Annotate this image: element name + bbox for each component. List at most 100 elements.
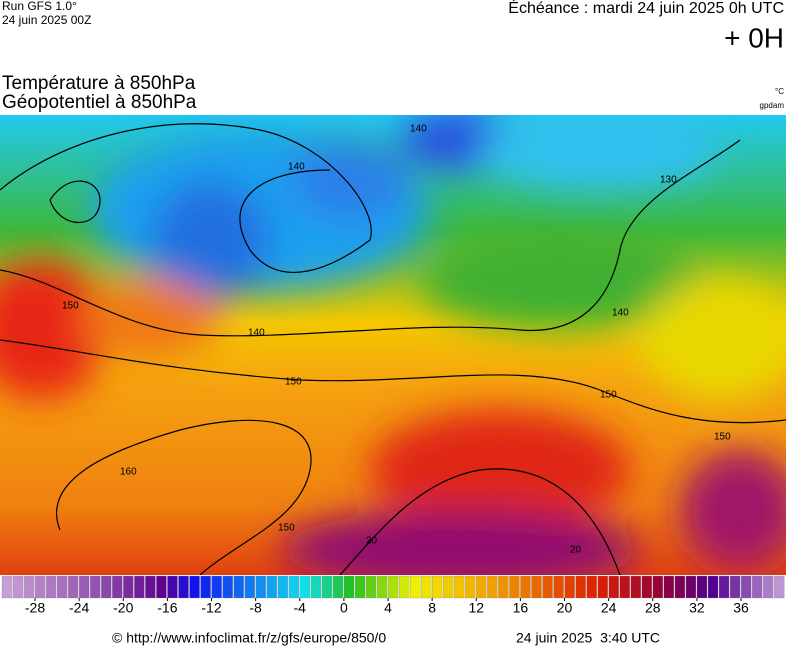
scale-tick-label: 12 [468, 600, 484, 616]
scale-swatch [763, 575, 774, 599]
lead-time: + 0H [724, 22, 784, 53]
scale-swatch [23, 575, 35, 599]
scale-swatch [57, 575, 68, 599]
scale-swatch [476, 575, 487, 599]
scale-tick-label: -24 [69, 600, 89, 616]
temperature-unit: °C [775, 87, 784, 96]
scale-swatch [398, 575, 410, 599]
scale-tick-label: -4 [294, 600, 307, 616]
scale-swatch [321, 575, 333, 599]
scale-swatch [531, 575, 542, 599]
scale-swatch [288, 575, 299, 599]
scale-swatch [343, 575, 355, 599]
scale-swatch [123, 575, 134, 599]
contour-label: 160 [120, 467, 137, 478]
contour-label: 140 [248, 328, 265, 339]
scale-tick-label: 36 [733, 600, 749, 616]
scale-swatch [112, 575, 123, 599]
scale-swatch [156, 575, 167, 599]
contour-label: 150 [62, 301, 79, 312]
scale-swatch [454, 575, 465, 599]
scale-swatch [509, 575, 520, 599]
scale-swatch [718, 575, 730, 599]
scale-tick-label: 20 [557, 600, 573, 616]
contour-label: 150 [285, 377, 302, 388]
contour-label: 130 [660, 175, 677, 186]
scale-swatch [674, 575, 686, 599]
scale-tick-label: 28 [645, 600, 661, 616]
scale-swatch [233, 575, 244, 599]
scale-swatch [685, 575, 697, 599]
scale-swatch [365, 575, 377, 599]
scale-swatch [34, 575, 46, 599]
scale-swatch [564, 575, 575, 599]
contour-label: 150 [278, 523, 295, 534]
forecast-time: Échéance : mardi 24 juin 2025 0h UTC [508, 0, 784, 17]
scale-swatch [663, 575, 675, 599]
scale-swatch [729, 575, 741, 599]
scale-swatch [134, 575, 145, 599]
scale-swatch [332, 575, 344, 599]
scale-swatch [597, 575, 608, 599]
scale-swatch [211, 575, 222, 599]
scale-swatch [432, 575, 443, 599]
temperature-field [0, 115, 786, 575]
scale-swatch [255, 575, 266, 599]
run-label: Run GFS 1.0° [2, 0, 77, 13]
scale-swatch [387, 575, 399, 599]
scale-swatch [707, 575, 719, 599]
scale-swatch [145, 575, 156, 599]
scale-swatch [487, 575, 498, 599]
color-scale: -28 -24 -20 -16 -12 -8 -4 0 4 8 12 16 20 24 28 32 36 [1, 575, 785, 616]
scale-tick-label: 8 [428, 600, 436, 616]
scale-swatch [652, 575, 664, 599]
source-url: © http://www.infoclimat.fr/z/gfs/europe/… [112, 630, 386, 646]
scale-swatch [68, 575, 79, 599]
contour-label: 140 [612, 308, 629, 319]
scale-tick-label: 0 [340, 600, 348, 616]
scale-tick-label: -28 [25, 600, 45, 616]
contour-label: 20 [570, 545, 582, 556]
contour-label: 140 [288, 162, 305, 173]
contour-label: 140 [410, 124, 427, 135]
timestamp: 24 juin 2025 3:40 UTC [516, 630, 660, 646]
scale-swatch [421, 575, 432, 599]
scale-swatch [45, 575, 57, 599]
scale-swatch [167, 575, 178, 599]
scale-tick-label: -12 [201, 600, 221, 616]
scale-tick-label: -8 [249, 600, 262, 616]
scale-tick-label: 32 [689, 600, 705, 616]
scale-swatch [410, 575, 421, 599]
scale-swatch [586, 575, 597, 599]
scale-tick-label: -16 [157, 600, 177, 616]
scale-swatch [189, 575, 200, 599]
scale-swatch [1, 575, 13, 599]
scale-swatch [542, 575, 553, 599]
geopotential-contours [0, 123, 786, 575]
scale-swatch [12, 575, 24, 599]
scale-swatch [277, 575, 288, 599]
geopotential-unit: gpdam [760, 101, 785, 110]
scale-swatch [266, 575, 277, 599]
scale-swatch [310, 575, 322, 599]
contour-label: 20 [366, 536, 378, 547]
scale-swatch [751, 575, 763, 599]
scale-swatch [244, 575, 255, 599]
scale-swatch [443, 575, 454, 599]
scale-tick-label: 16 [513, 600, 529, 616]
scale-swatch [200, 575, 211, 599]
scale-swatch [498, 575, 509, 599]
scale-swatch [90, 575, 101, 599]
map: 140 140 140 150 150 150 160 150 130 140 … [0, 115, 786, 575]
scale-swatch [178, 575, 189, 599]
scale-swatch [774, 575, 785, 599]
scale-swatch [696, 575, 708, 599]
contour-label: 150 [600, 390, 617, 401]
scale-swatch [740, 575, 752, 599]
run-date: 24 juin 2025 00Z [2, 13, 91, 27]
field-temperature: Température à 850hPa [2, 73, 196, 94]
scale-swatch [222, 575, 233, 599]
scale-swatch [575, 575, 586, 599]
scale-swatch [608, 575, 619, 599]
